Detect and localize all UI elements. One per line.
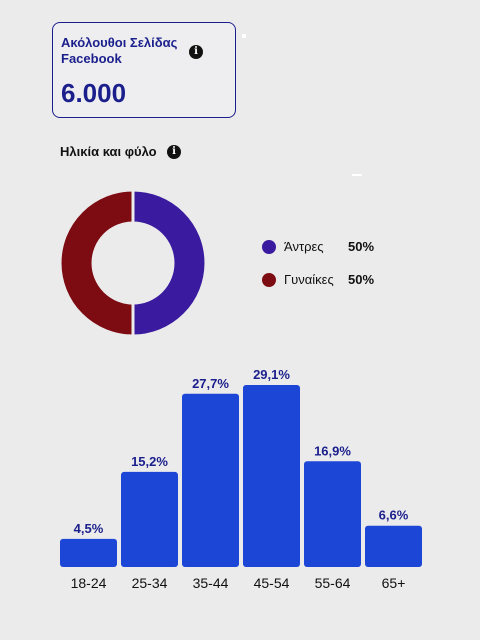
info-icon[interactable]: i: [189, 45, 203, 59]
legend-dot-women: [262, 273, 276, 287]
donut-slice-men: [131, 188, 208, 338]
followers-count: 6.000: [61, 78, 127, 108]
x-tick-label: 35-44: [193, 575, 229, 591]
bar-65+: [365, 525, 422, 567]
bar-value-label: 16,9%: [314, 443, 351, 458]
bar-18-24: [60, 538, 117, 567]
legend-label-men: Άντρες: [284, 239, 324, 254]
legend-dot-men: [262, 240, 276, 254]
legend-value-women: 50%: [348, 272, 375, 287]
speck: [352, 174, 362, 176]
donut-slice-women: [58, 188, 135, 338]
bar-55-64: [304, 461, 361, 567]
info-icon[interactable]: i: [167, 145, 181, 159]
card-title: Ακόλουθοι Σελίδας Facebook: [61, 35, 178, 66]
legend-value-men: 50%: [348, 239, 375, 254]
bar-45-54: [243, 385, 300, 567]
followers-card: Ακόλουθοι Σελίδας Facebook i 6.000: [52, 22, 236, 118]
x-tick-label: 18-24: [71, 575, 107, 591]
x-tick-label: 45-54: [254, 575, 290, 591]
x-tick-label: 25-34: [132, 575, 168, 591]
bar-35-44: [182, 393, 239, 567]
speck: [242, 34, 246, 38]
legend-label-women: Γυναίκες: [284, 272, 334, 287]
bar-value-label: 4,5%: [74, 521, 104, 536]
bar-value-label: 15,2%: [131, 454, 168, 469]
bar-value-label: 29,1%: [253, 367, 290, 382]
x-tick-label: 55-64: [315, 575, 351, 591]
section-title: Ηλικία και φύλο: [60, 144, 157, 159]
gender-donut-chart: [58, 188, 208, 338]
bar-25-34: [121, 471, 178, 567]
bar-value-label: 6,6%: [379, 508, 409, 523]
bar-value-label: 27,7%: [192, 376, 229, 391]
x-tick-label: 65+: [382, 575, 406, 591]
